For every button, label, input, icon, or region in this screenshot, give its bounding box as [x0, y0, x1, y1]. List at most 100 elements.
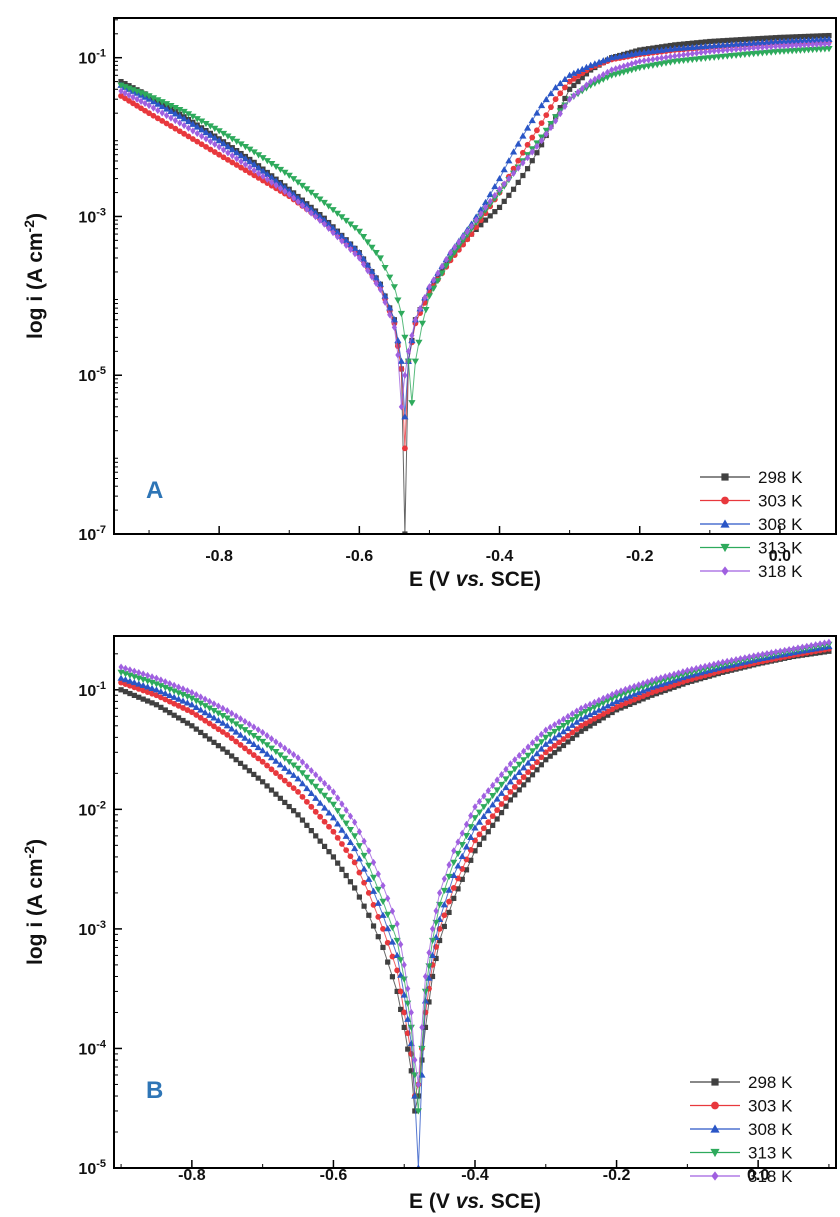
data-point [401, 413, 409, 420]
data-point [389, 907, 396, 915]
data-point [596, 696, 602, 704]
data-point [662, 60, 670, 67]
data-point [198, 141, 205, 148]
data-point [199, 132, 205, 140]
data-point [562, 102, 568, 111]
data-point [720, 46, 726, 54]
data-point [745, 51, 753, 58]
series-line-298-K [120, 35, 830, 534]
data-point [467, 824, 475, 831]
data-point [497, 781, 506, 789]
series-line-313-K [120, 643, 829, 1112]
data-point [211, 149, 218, 155]
data-point [298, 198, 306, 205]
data-point [720, 38, 726, 44]
legend-label: 303 K [758, 492, 803, 511]
data-point [475, 818, 484, 825]
data-point [372, 274, 380, 281]
data-point [180, 717, 186, 724]
data-point [295, 754, 301, 762]
data-point [149, 95, 158, 102]
data-point [767, 49, 775, 56]
data-point [551, 734, 559, 741]
data-point [520, 159, 526, 167]
data-point [543, 726, 549, 734]
data-point [364, 239, 372, 246]
data-point [671, 670, 677, 678]
data-point [145, 93, 153, 100]
data-point [564, 720, 572, 727]
data-point [356, 828, 362, 836]
data-point [304, 205, 310, 213]
data-point [534, 127, 540, 134]
data-point [343, 806, 349, 814]
data-point [773, 648, 779, 656]
data-point [617, 696, 625, 703]
data-point [552, 96, 559, 103]
data-point [122, 89, 128, 97]
data-point [317, 838, 323, 844]
data-point [342, 832, 350, 839]
data-point [376, 280, 384, 287]
data-point [171, 681, 177, 689]
data-point [183, 693, 192, 701]
data-point [153, 702, 160, 708]
data-point [478, 222, 484, 228]
data-point [534, 150, 540, 156]
data-point [613, 65, 619, 73]
panel-B: 10-510-410-310-210-1-0.8 -0.6 -0.4 -0.2 0.02… [21, 635, 837, 1213]
data-point [384, 939, 391, 946]
data-point [351, 244, 359, 252]
data-point [355, 228, 363, 235]
data-point [175, 715, 182, 721]
legend-marker [711, 1101, 719, 1110]
data-point [547, 746, 554, 752]
data-point [462, 833, 471, 840]
data-point [631, 682, 637, 690]
data-point [583, 81, 590, 89]
data-point [688, 676, 695, 683]
data-point [135, 680, 143, 687]
data-point [810, 40, 816, 49]
data-point [320, 804, 329, 811]
data-point [737, 37, 744, 43]
plot-frame [113, 635, 837, 1169]
data-point [316, 799, 324, 806]
data-point [822, 40, 828, 48]
data-point [202, 120, 210, 128]
data-point [768, 649, 775, 657]
data-point [294, 179, 302, 186]
data-point [667, 42, 673, 49]
data-point [394, 343, 401, 350]
data-point [236, 731, 245, 738]
data-point [321, 818, 328, 825]
data-point [130, 678, 138, 686]
data-point [192, 698, 200, 705]
data-point [805, 33, 812, 39]
data-point [334, 808, 342, 815]
data-point [285, 172, 293, 179]
data-point [347, 245, 354, 254]
x-tick-label: -0.4 [461, 1167, 489, 1184]
data-point [583, 71, 590, 77]
data-point [650, 55, 656, 63]
data-point [810, 33, 816, 39]
data-point [201, 703, 209, 710]
data-point [312, 213, 319, 221]
data-point [609, 66, 615, 74]
data-point [551, 728, 559, 736]
data-point [361, 879, 368, 886]
data-point [525, 769, 531, 775]
data-point [737, 45, 744, 53]
data-point [574, 707, 580, 715]
y-tick-label: 10-2 [78, 799, 106, 819]
data-point [368, 268, 376, 275]
data-point [417, 305, 423, 313]
data-point [150, 112, 157, 119]
data-point [755, 36, 761, 42]
data-point [175, 683, 182, 691]
data-point [579, 75, 585, 81]
data-point [397, 988, 404, 995]
data-point [455, 886, 461, 892]
data-point [529, 764, 536, 771]
